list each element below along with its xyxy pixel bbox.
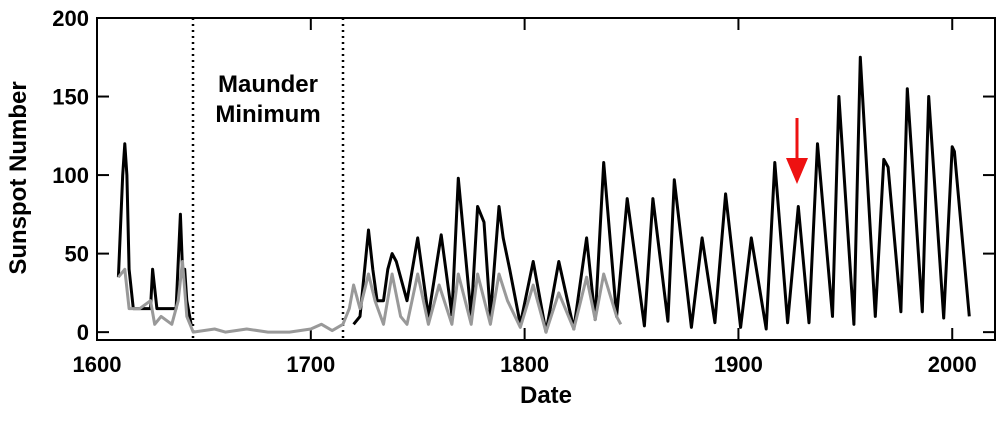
annotation: Maunder: [218, 71, 318, 98]
x-axis-label: Date: [520, 382, 572, 409]
series-line: [352, 55, 971, 334]
y-tick-label: 200: [52, 6, 89, 31]
x-tick-label: 1800: [500, 352, 549, 377]
red-arrow: [786, 118, 808, 184]
series-line: [117, 260, 623, 334]
plot-frame: [96, 17, 996, 341]
y-tick-label: 50: [65, 242, 89, 267]
x-tick-label: 2000: [928, 352, 977, 377]
arrow-head: [786, 158, 808, 184]
y-axis-label: Sunspot Number: [5, 81, 32, 274]
x-tick-label: 1900: [714, 352, 763, 377]
y-tick-label: 150: [52, 85, 89, 110]
y-tick-label: 0: [77, 320, 89, 345]
y-tick-label: 100: [52, 163, 89, 188]
x-tick-label: 1600: [73, 352, 122, 377]
annotation: Minimum: [215, 101, 320, 128]
x-tick-label: 1700: [286, 352, 335, 377]
